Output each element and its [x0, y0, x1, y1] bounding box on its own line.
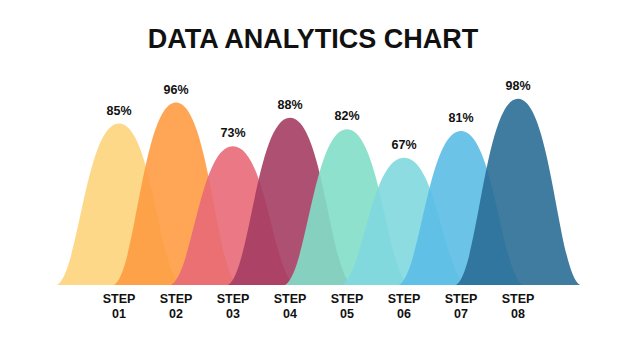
category-line: 07	[454, 307, 468, 321]
category-line: STEP	[217, 292, 250, 306]
category-line: STEP	[502, 292, 535, 306]
category-label: STEP08	[502, 292, 535, 321]
category-line: 05	[340, 307, 354, 321]
category-line: 03	[226, 307, 240, 321]
category-line: STEP	[160, 292, 193, 306]
category-line: 04	[283, 307, 297, 321]
category-line: 01	[112, 307, 126, 321]
category-line: STEP	[274, 292, 307, 306]
category-line: 02	[169, 307, 183, 321]
data-label: 98%	[505, 79, 530, 93]
marks	[57, 99, 580, 285]
category-label: STEP03	[217, 292, 250, 321]
category-line: 06	[397, 307, 411, 321]
category-label: STEP01	[103, 292, 136, 321]
data-label: 96%	[163, 83, 188, 97]
category-line: STEP	[331, 292, 364, 306]
data-label: 88%	[277, 98, 302, 112]
category-line: 08	[511, 307, 525, 321]
chart: DATA ANALYTICS CHART 85% 96% 73% 88% 82% 67% 81…	[0, 0, 626, 352]
data-label: 73%	[220, 126, 245, 140]
data-label: 85%	[106, 104, 131, 118]
category-label: STEP07	[445, 292, 478, 321]
title: DATA ANALYTICS CHART	[148, 24, 479, 54]
category-line: STEP	[388, 292, 421, 306]
category-label: STEP06	[388, 292, 421, 321]
data-label: 82%	[334, 109, 359, 123]
data-label: 81%	[448, 111, 473, 125]
category-line: STEP	[103, 292, 136, 306]
bell-bar	[456, 99, 580, 285]
category-label: STEP02	[160, 292, 193, 321]
category-line: STEP	[445, 292, 478, 306]
category-label: STEP05	[331, 292, 364, 321]
data-label: 67%	[391, 138, 416, 152]
category-label: STEP04	[274, 292, 307, 321]
